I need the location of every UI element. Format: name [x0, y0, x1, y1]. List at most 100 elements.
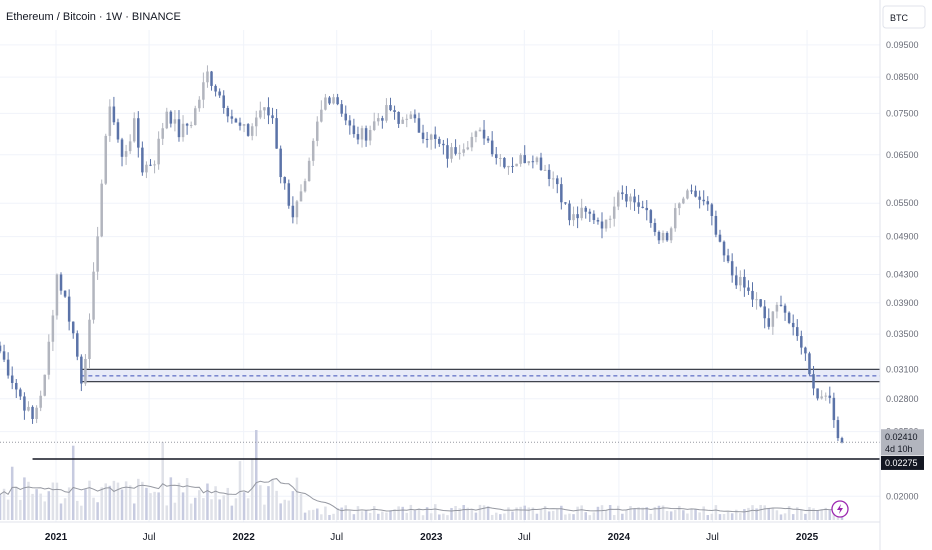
volume-bar [584, 512, 587, 520]
y-tick-label: 0.09500 [886, 40, 919, 50]
candle [287, 179, 291, 209]
volume-bar [63, 498, 67, 520]
x-tick-label: Jul [706, 532, 719, 543]
candle-body [336, 97, 339, 105]
flash-icon[interactable] [831, 500, 849, 518]
candle-body [710, 204, 714, 216]
candle-body [393, 110, 396, 112]
volume-bar [694, 509, 697, 520]
candle [600, 212, 604, 239]
volume-bar [145, 487, 148, 520]
candle-body [726, 255, 730, 262]
candle-body [307, 160, 311, 182]
candle [246, 123, 250, 137]
volume-bar [364, 510, 368, 520]
candle-body [92, 271, 95, 320]
candle [271, 107, 274, 124]
candle-body [2, 351, 6, 360]
candle-body [234, 118, 238, 123]
horizontal-lines[interactable] [0, 441, 880, 460]
candle [478, 127, 482, 132]
candle [429, 133, 433, 150]
candle [27, 401, 30, 412]
candle-body [706, 201, 710, 205]
candle [771, 310, 775, 335]
volume-bar [783, 513, 787, 520]
unit-badge[interactable]: BTC [882, 5, 926, 29]
candle [31, 405, 34, 424]
candle-body [588, 211, 592, 214]
candle-body [747, 287, 750, 291]
candle [15, 379, 18, 398]
support-zone[interactable] [80, 368, 881, 383]
volume-bar [604, 510, 608, 520]
volume-bar [165, 505, 169, 520]
candle-body [295, 201, 299, 218]
candle [189, 121, 193, 129]
volume-bar [177, 482, 181, 520]
candle [653, 218, 657, 236]
candle [405, 114, 409, 128]
candle [511, 157, 514, 173]
candle-body [657, 231, 661, 241]
candle-body [27, 406, 30, 411]
volume-bar [600, 505, 604, 520]
volume-bar [332, 513, 335, 520]
candle [185, 122, 189, 135]
candle-body [661, 232, 665, 241]
candle [259, 101, 262, 120]
candle [193, 105, 197, 126]
candle-body [759, 299, 762, 307]
candle [763, 300, 766, 329]
candle [576, 206, 579, 229]
candle-body [604, 219, 608, 229]
candle-body [576, 214, 579, 219]
volume-bar [588, 515, 592, 520]
candle-body [808, 353, 811, 375]
y-tick-label: 0.03500 [886, 329, 919, 339]
volume-bar [250, 458, 254, 520]
candle-body [287, 183, 291, 206]
volume-bar [560, 505, 563, 520]
candle-body [535, 157, 539, 163]
volume-bar [507, 507, 510, 520]
candle-body [344, 113, 348, 121]
candle [584, 205, 587, 219]
volume-bar [747, 507, 750, 520]
candle [173, 110, 177, 132]
volume-bar [791, 514, 795, 520]
y-tick-label: 0.06500 [886, 150, 919, 160]
volume-bar [690, 509, 693, 520]
candle [120, 137, 124, 167]
candle [812, 365, 815, 396]
candle-body [519, 155, 522, 164]
candle [316, 116, 319, 147]
candle [328, 96, 331, 105]
candle [669, 226, 673, 244]
candle [112, 96, 116, 126]
candle [413, 109, 417, 123]
candle [482, 120, 486, 145]
volume-bar [393, 509, 396, 520]
volume-bar [755, 508, 758, 520]
candle-body [316, 121, 319, 141]
candle [657, 230, 661, 244]
candle [214, 84, 217, 97]
candle-body [128, 141, 132, 152]
candle [556, 175, 559, 194]
candle [263, 107, 266, 120]
candle [494, 146, 498, 165]
candle-body [88, 319, 91, 359]
volume-bar [669, 511, 673, 520]
volume-bar [67, 487, 71, 520]
candle-body [600, 221, 604, 229]
candle [51, 309, 55, 352]
candle-body [389, 105, 392, 111]
candle-body [755, 299, 758, 301]
volume-bar [454, 505, 457, 520]
candle [458, 144, 461, 160]
candle-body [10, 375, 14, 383]
volume-bar [23, 477, 26, 520]
candle [608, 215, 612, 229]
